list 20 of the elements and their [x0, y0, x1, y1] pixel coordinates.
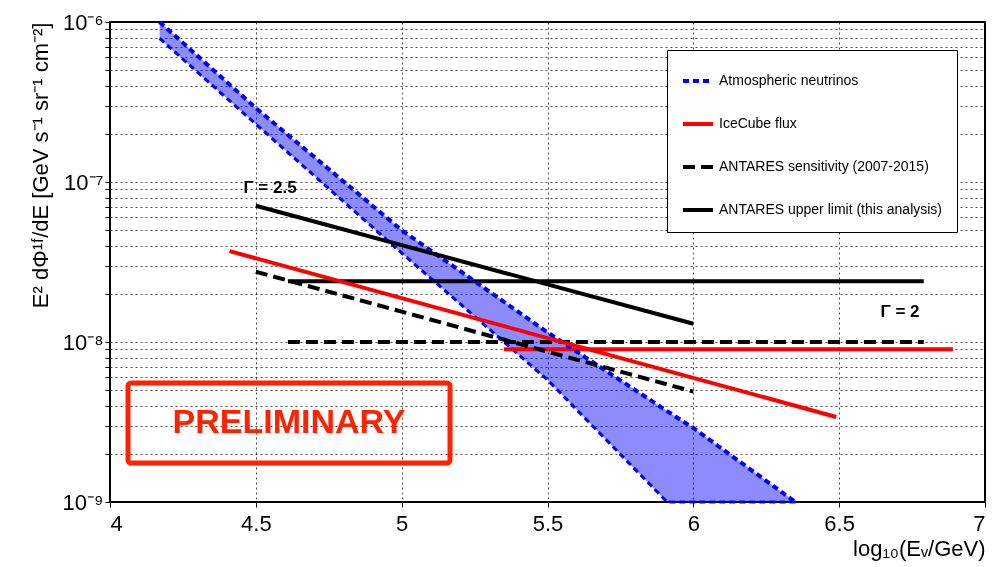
- annotation: Γ = 2.5: [243, 178, 297, 197]
- y-tick-label: 10⁻⁶: [62, 9, 104, 35]
- legend-label: Atmospheric neutrinos: [719, 72, 859, 88]
- x-tick-label: 6.5: [824, 510, 855, 536]
- legend-label: ANTARES upper limit (this analysis): [719, 201, 943, 217]
- y-tick-label: 10⁻⁸: [62, 329, 104, 355]
- x-tick-label: 4: [110, 510, 123, 536]
- x-tick-label: 6: [687, 510, 700, 536]
- y-tick-label: 10⁻⁹: [62, 489, 104, 515]
- x-tick-label: 4.5: [241, 510, 272, 536]
- x-tick-label: 7: [973, 510, 986, 536]
- legend-label: IceCube flux: [719, 115, 797, 131]
- y-axis-title: E² dΦ¹ᶠ/dE [GeV s⁻¹ sr⁻¹ cm⁻²]: [27, 22, 53, 309]
- x-tick-label: 5: [396, 510, 409, 536]
- annotation: PRELIMINARY: [172, 402, 406, 440]
- x-axis-title: log₁₀(Eᵥ/GeV): [853, 535, 986, 561]
- y-tick-label: 10⁻⁷: [64, 169, 104, 195]
- legend-label: ANTARES sensitivity (2007-2015): [719, 158, 929, 174]
- annotation: Γ = 2: [880, 302, 920, 321]
- x-tick-label: 5.5: [532, 510, 564, 536]
